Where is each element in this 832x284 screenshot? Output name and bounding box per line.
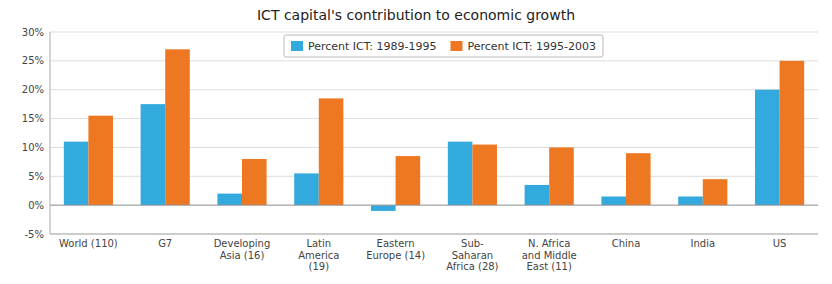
bar <box>678 196 703 205</box>
x-tick-label: EasternEurope (14) <box>366 238 425 261</box>
bar <box>319 98 344 205</box>
bar <box>601 196 626 205</box>
bar <box>780 61 805 205</box>
legend-box <box>284 35 603 57</box>
y-tick-label: 25% <box>22 55 44 66</box>
x-tick-label-line: and Middle <box>522 250 577 261</box>
chart: ICT capital's contribution to economic g… <box>0 0 832 284</box>
title: ICT capital's contribution to economic g… <box>257 7 575 23</box>
bar <box>549 147 574 205</box>
legend-label: Percent ICT: 1995-2003 <box>467 40 595 53</box>
y-tick-label: 5% <box>28 171 44 182</box>
grid-line <box>50 32 818 33</box>
bar <box>472 145 497 206</box>
legend-swatch <box>450 41 462 51</box>
bar <box>64 142 89 205</box>
bar <box>703 179 728 205</box>
y-tick-label: 10% <box>22 142 44 153</box>
bar <box>294 173 319 205</box>
legend-swatch <box>291 41 303 51</box>
bar <box>88 116 113 205</box>
x-tick-label-line: East (11) <box>527 261 572 272</box>
x-tick-label-line: US <box>773 238 787 249</box>
x-tick-label: Sub-SaharanAfrica (28) <box>446 238 498 272</box>
zero-line <box>50 205 818 206</box>
x-tick-label-line: India <box>691 238 716 249</box>
x-tick-label-line: Asia (16) <box>220 250 265 261</box>
x-tick-label: China <box>612 238 641 249</box>
legend: Percent ICT: 1989-1995 Percent ICT: 1995-… <box>284 35 603 57</box>
x-tick-label: LatinAmerica(19) <box>298 238 339 272</box>
y-axis-line <box>50 32 51 234</box>
x-tick-label-line: America <box>298 250 339 261</box>
bar <box>448 142 473 205</box>
x-tick-label-line: G7 <box>158 238 172 249</box>
x-tick-label: US <box>773 238 787 249</box>
x-tick-label-line: China <box>612 238 641 249</box>
x-axis-line <box>50 234 818 235</box>
x-tick-label-line: World (110) <box>59 238 118 249</box>
bars <box>64 49 804 211</box>
x-tick-label: World (110) <box>59 238 118 249</box>
x-tick-label: N. Africaand MiddleEast (11) <box>522 238 577 272</box>
grid-line <box>50 234 818 235</box>
x-tick-label: DevelopingAsia (16) <box>214 238 271 261</box>
x-tick-label-line: Latin <box>306 238 331 249</box>
bar <box>165 49 190 205</box>
y-tick-label: 30% <box>22 27 44 38</box>
grid-line <box>50 205 818 206</box>
y-tick-label: -5% <box>25 229 44 240</box>
bar <box>396 156 421 205</box>
bar <box>242 159 267 205</box>
x-tick-label-line: Europe (14) <box>366 250 425 261</box>
x-tick-label: G7 <box>158 238 172 249</box>
x-tick-label-line: Developing <box>214 238 271 249</box>
bar <box>371 205 396 211</box>
legend-label: Percent ICT: 1989-1995 <box>308 40 436 53</box>
y-tick-label: 20% <box>22 84 44 95</box>
bar <box>755 90 780 205</box>
x-tick-label-line: Sub- <box>461 238 484 249</box>
x-tick-label-line: Saharan <box>452 250 494 261</box>
x-tick-label-line: (19) <box>309 261 330 272</box>
bar <box>626 153 651 205</box>
x-tick-label-line: Africa (28) <box>446 261 498 272</box>
y-tick-label: 15% <box>22 113 44 124</box>
grid <box>50 32 818 234</box>
x-tick-label-line: Eastern <box>377 238 415 249</box>
x-tick-label: India <box>691 238 716 249</box>
y-tick-label: 0% <box>28 200 44 211</box>
bar <box>141 104 166 205</box>
x-tick-label-line: N. Africa <box>528 238 570 249</box>
bar <box>217 194 242 206</box>
bar <box>525 185 550 205</box>
